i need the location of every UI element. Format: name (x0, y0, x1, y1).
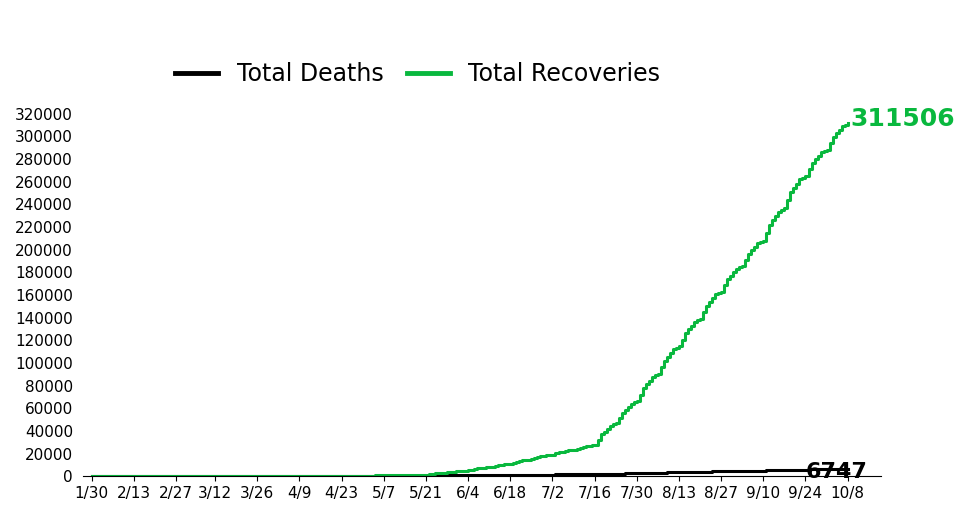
Text: 6747: 6747 (806, 461, 867, 481)
Total Recoveries (616, 409, 628, 415)
Total Deaths (86, 473, 97, 479)
Text: 311506: 311506 (850, 107, 955, 131)
Total Recoveries (842, 120, 853, 126)
Line: Total Recoveries: Total Recoveries (91, 123, 848, 476)
Total Deaths (312, 473, 324, 479)
Total Deaths (568, 471, 579, 477)
Legend: Total Deaths, Total Recoveries: Total Deaths, Total Recoveries (166, 53, 670, 95)
Total Deaths (101, 473, 113, 479)
Line: Total Deaths: Total Deaths (91, 469, 848, 476)
Total Deaths (823, 466, 835, 472)
Total Deaths (685, 469, 697, 475)
Total Recoveries (823, 140, 835, 146)
Total Recoveries (568, 447, 579, 453)
Total Recoveries (312, 473, 324, 479)
Total Recoveries (86, 473, 97, 479)
Total Recoveries (101, 473, 113, 479)
Total Deaths (616, 471, 628, 477)
Total Deaths (842, 465, 853, 472)
Total Recoveries (685, 322, 697, 329)
